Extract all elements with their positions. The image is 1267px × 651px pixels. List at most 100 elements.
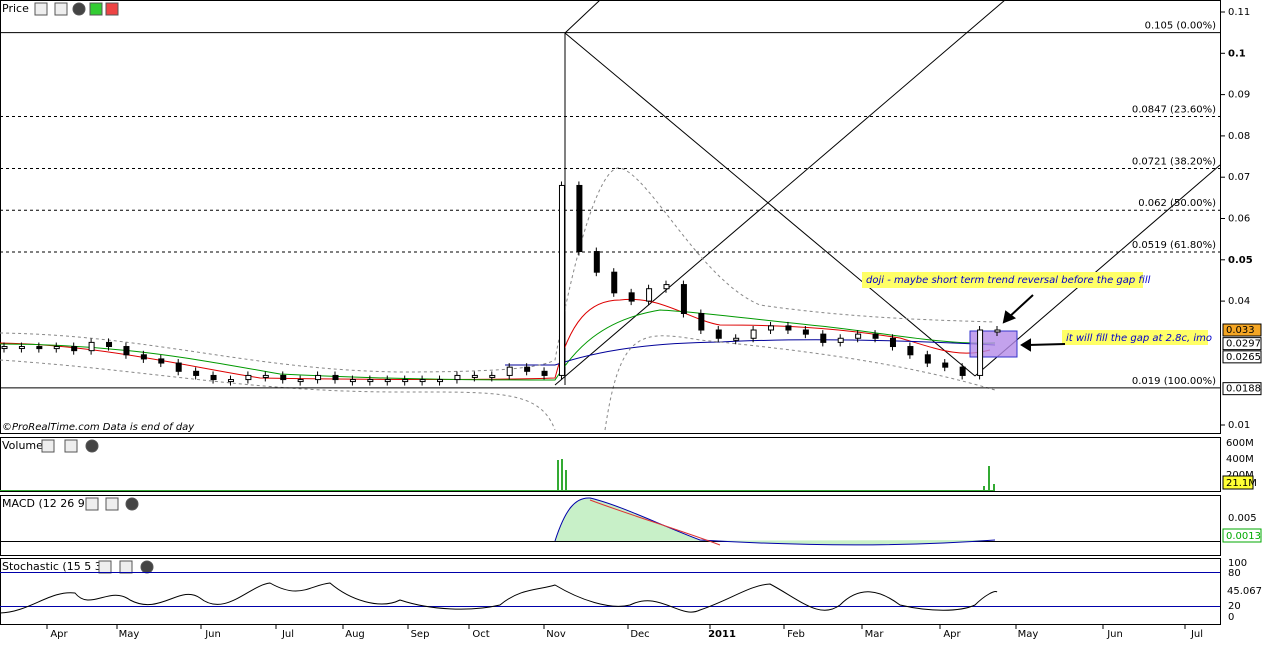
- bollinger-lower: [0, 335, 996, 431]
- candle: [698, 312, 705, 331]
- candle: [837, 337, 844, 343]
- candle: [158, 358, 165, 364]
- panel-title: MACD (12 26 9): [2, 497, 89, 510]
- fib-label: 0.105 (0.00%): [1145, 21, 1216, 32]
- x-tick-label: Jul: [1190, 629, 1203, 640]
- candle: [140, 354, 147, 360]
- candle: [210, 374, 217, 381]
- macd-line: [554, 497, 996, 546]
- x-tick-label: Nov: [546, 629, 566, 640]
- candle: [367, 379, 374, 383]
- candle: [541, 370, 548, 376]
- toolbar-icons[interactable]: [34, 2, 119, 16]
- icon[interactable]: [41, 439, 55, 453]
- fib-label: 0.0721 (38.20%): [1132, 157, 1216, 168]
- y-tick-label: 0.1: [1228, 48, 1246, 59]
- icon[interactable]: [105, 497, 119, 511]
- candle: [924, 354, 931, 364]
- candle: [768, 325, 775, 331]
- candle: [175, 362, 182, 372]
- candle: [646, 288, 653, 302]
- fib-label: 0.062 (50.00%): [1138, 198, 1216, 209]
- badge-label: 45.067: [1227, 586, 1262, 597]
- candle: [349, 379, 356, 383]
- candle: [384, 379, 391, 383]
- bollinger-upper: [0, 167, 996, 373]
- volume-bars: [0, 459, 995, 491]
- price-badge-label: 0.0297: [1226, 339, 1261, 350]
- candle: [524, 366, 531, 372]
- icon[interactable]: [119, 560, 133, 574]
- candle: [558, 184, 565, 376]
- y-tick-label: 400M: [1226, 454, 1254, 465]
- x-tick-label: May: [1018, 629, 1039, 640]
- y-tick-label: 0.01: [1228, 420, 1250, 431]
- icon[interactable]: [89, 2, 103, 16]
- candle: [820, 333, 827, 343]
- icon[interactable]: [98, 560, 112, 574]
- moving-average-medium: [0, 309, 996, 381]
- candle: [733, 337, 740, 341]
- credit: ©ProRealTime.com Data is end of day: [2, 422, 195, 433]
- icon[interactable]: [140, 560, 154, 574]
- price-badge: [1222, 350, 1262, 364]
- y-tick-label: 20: [1228, 601, 1241, 612]
- y-tick-label: 80: [1228, 568, 1241, 579]
- x-tick-label: May: [119, 629, 140, 640]
- icon[interactable]: [85, 439, 99, 453]
- candle: [506, 366, 513, 376]
- x-tick-label: Feb: [787, 629, 805, 640]
- candle: [628, 292, 635, 302]
- price-badge: [1222, 382, 1262, 396]
- candle: [454, 374, 461, 381]
- icon[interactable]: [54, 2, 68, 16]
- icon[interactable]: [125, 497, 139, 511]
- icon[interactable]: [85, 497, 99, 511]
- signal-line: [589, 499, 721, 546]
- badge-label: 0.0013: [1226, 531, 1261, 542]
- fib-label: 0.0847 (23.60%): [1132, 104, 1216, 115]
- candle: [907, 346, 914, 356]
- y-tick-label: 0.005: [1228, 513, 1257, 524]
- candle: [959, 366, 966, 376]
- candle: [977, 329, 984, 376]
- candle: [1, 346, 8, 350]
- macd-panel: [0, 495, 1221, 556]
- annotation: it will fill the gap at 2.8c, imo: [1066, 333, 1212, 344]
- candle: [402, 379, 409, 383]
- moving-average-long: [505, 339, 996, 366]
- x-tick-label: Mar: [865, 629, 885, 640]
- candle: [680, 284, 687, 314]
- x-tick-label: Aug: [345, 629, 365, 640]
- x-tick-label: Jun: [204, 629, 221, 640]
- price-badge: [1222, 337, 1262, 351]
- icon[interactable]: [64, 439, 78, 453]
- candle: [193, 370, 200, 376]
- x-tick-label: Sep: [411, 629, 430, 640]
- x-tick-label: Apr: [50, 629, 68, 640]
- y-tick-label: 0.07: [1228, 172, 1250, 183]
- candle: [889, 337, 896, 348]
- candle: [489, 374, 496, 378]
- panel-title: Stochastic (15 5 3): [2, 560, 106, 573]
- y-tick-label: 0.09: [1228, 90, 1250, 101]
- candle: [262, 374, 269, 378]
- candle: [715, 329, 722, 339]
- candle: [593, 251, 600, 273]
- icon[interactable]: [105, 2, 119, 16]
- price-badge-label: 0.0188: [1226, 384, 1261, 395]
- candle: [437, 379, 444, 383]
- candle: [872, 333, 879, 339]
- annotation-box: [862, 272, 1143, 288]
- price-badge-label: 0.0265: [1226, 352, 1261, 363]
- fib-label: 0.0519 (61.80%): [1132, 240, 1216, 251]
- candle: [36, 346, 43, 350]
- y-tick-label: 0.06: [1228, 214, 1250, 225]
- candle: [53, 346, 60, 350]
- x-tick-label: 2011: [708, 629, 736, 640]
- icon[interactable]: [72, 2, 86, 16]
- icon[interactable]: [34, 2, 48, 16]
- gap-box: [969, 330, 1018, 358]
